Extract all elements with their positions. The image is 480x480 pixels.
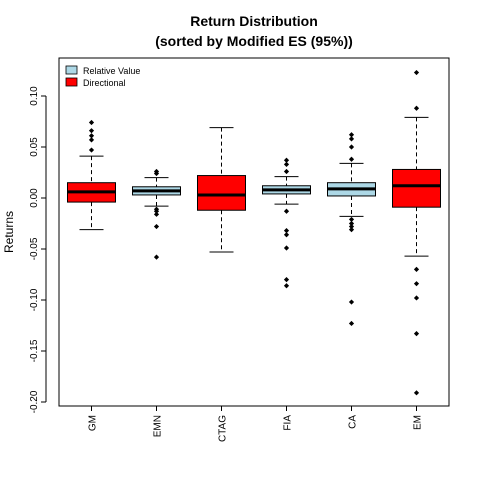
- outlier-point: [283, 245, 290, 251]
- outlier-point: [88, 119, 95, 126]
- outlier-point: [283, 161, 290, 167]
- outlier-point: [153, 223, 160, 230]
- legend: Relative Value Directional: [65, 65, 140, 88]
- outlier-point: [283, 208, 290, 214]
- x-tick-label-emn: EMN: [153, 415, 164, 437]
- outlier-point: [283, 283, 290, 289]
- box-ca: [327, 132, 376, 327]
- outlier-point: [283, 157, 290, 163]
- legend-label-relative-value: Relative Value: [83, 66, 140, 76]
- outlier-point: [283, 228, 290, 234]
- y-tick-label: -0.15: [29, 339, 40, 362]
- outlier-point: [413, 266, 420, 272]
- outlier-point: [283, 168, 290, 175]
- x-axis: GM EMN CTAG FIA CA EM: [88, 406, 424, 442]
- outlier-point: [348, 320, 355, 327]
- chart-subtitle: (sorted by Modified ES (95%)): [155, 33, 353, 49]
- outlier-point: [88, 137, 95, 143]
- iqr-box: [197, 175, 246, 211]
- outlier-point: [283, 232, 290, 238]
- y-tick-label: -0.20: [29, 390, 40, 413]
- outlier-point: [88, 128, 95, 134]
- outlier-point: [348, 132, 355, 138]
- outlier-point: [413, 390, 420, 396]
- outlier-point: [348, 144, 355, 150]
- outlier-point: [153, 254, 160, 260]
- y-axis-title: Returns: [2, 211, 16, 253]
- y-tick-label: 0.10: [29, 86, 40, 106]
- legend-swatch-directional: [65, 77, 78, 87]
- y-axis: 0.10 0.05 0.00 -0.05 -0.10 -0.15 -0.20: [29, 86, 47, 413]
- iqr-box: [392, 168, 441, 208]
- outlier-point: [153, 208, 160, 214]
- outlier-point: [153, 211, 160, 217]
- plot-frame: [58, 57, 450, 407]
- outlier-point: [413, 295, 420, 301]
- box-fia: [262, 157, 311, 289]
- outlier-point: [88, 147, 95, 153]
- x-tick-label-gm: GM: [88, 415, 99, 431]
- x-tick-label-em: EM: [413, 415, 424, 430]
- y-tick-label: 0.00: [29, 188, 40, 208]
- outlier-point: [348, 220, 355, 227]
- legend-label-directional: Directional: [83, 78, 126, 88]
- box-ctag: [197, 127, 246, 253]
- outlier-point: [348, 156, 355, 162]
- outlier-point: [153, 170, 160, 177]
- y-tick-label: -0.10: [29, 288, 40, 311]
- outlier-point: [348, 227, 355, 233]
- chart-title: Return Distribution: [190, 13, 318, 29]
- outlier-point: [348, 136, 355, 142]
- outlier-point: [413, 69, 420, 76]
- y-tick-label: 0.05: [29, 137, 40, 157]
- outlier-point: [413, 331, 420, 337]
- x-tick-label-ca: CA: [348, 415, 359, 429]
- box-group: [67, 69, 441, 396]
- outlier-point: [413, 281, 420, 287]
- box-emn: [132, 168, 181, 260]
- outlier-point: [283, 277, 290, 283]
- outlier-point: [348, 223, 355, 230]
- outlier-point: [413, 105, 420, 111]
- y-tick-label: -0.05: [29, 237, 40, 260]
- x-tick-label-ctag: CTAG: [218, 415, 229, 442]
- outlier-point: [88, 133, 95, 139]
- outlier-point: [348, 299, 355, 305]
- x-tick-label-fia: FIA: [283, 415, 294, 431]
- box-gm: [67, 119, 116, 231]
- outlier-point: [348, 216, 355, 223]
- legend-swatch-relative-value: [65, 65, 78, 75]
- box-em: [392, 69, 441, 396]
